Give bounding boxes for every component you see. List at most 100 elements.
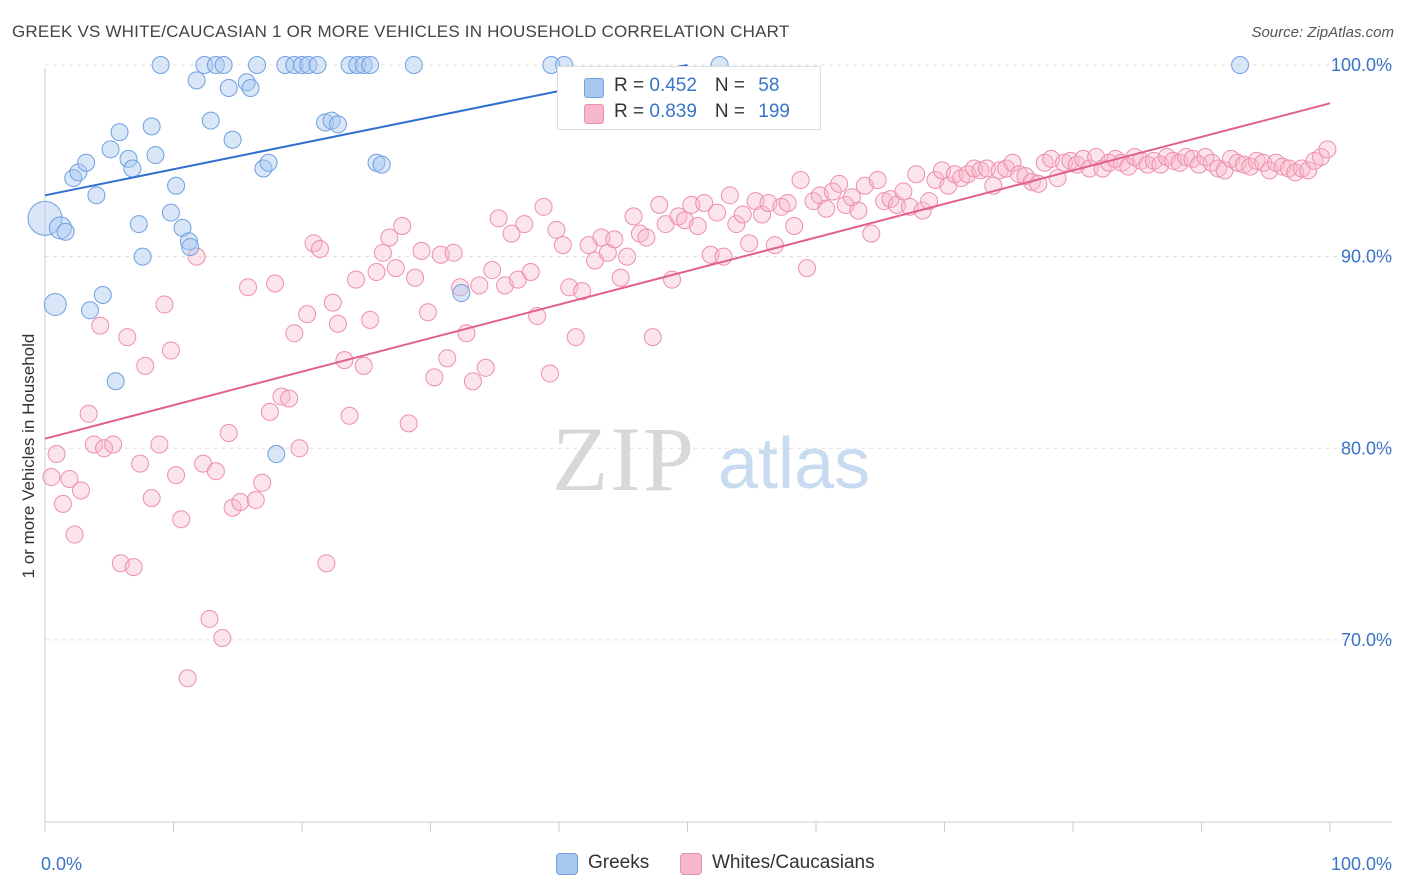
white-point (213, 629, 232, 648)
white-point (643, 328, 662, 347)
y-tick-label: 80.0% (1341, 438, 1392, 458)
white-point (246, 491, 265, 510)
white-point (406, 268, 425, 287)
legend-n-label: N = (714, 75, 751, 96)
white-point (483, 261, 502, 280)
white-point (971, 161, 990, 180)
watermark-zip: ZIP (552, 408, 696, 510)
white-point (380, 228, 399, 247)
chart-source: Source: ZipAtlas.com (1251, 24, 1394, 41)
legend-r-label: R = (614, 101, 650, 122)
white-point (328, 314, 347, 333)
white-point (71, 481, 90, 500)
legend-swatch-whites (584, 104, 604, 124)
white-point (167, 466, 186, 485)
legend-swatch-greeks (584, 78, 604, 98)
white-point (425, 368, 444, 387)
legend-r-value: 0.452 (649, 75, 697, 96)
greek-point (206, 55, 225, 74)
greek-point (340, 55, 359, 74)
white-point (708, 203, 727, 222)
white-point (280, 389, 299, 408)
white-point (637, 228, 656, 247)
white-point (894, 182, 913, 201)
white-point (393, 216, 412, 235)
greek-point (452, 284, 471, 303)
legend-n-value: 58 (758, 75, 780, 96)
greek-point (101, 140, 120, 159)
white-point (340, 406, 359, 425)
white-point (142, 489, 161, 508)
white-point (42, 468, 61, 487)
white-point (798, 259, 817, 278)
greek-point (372, 155, 391, 174)
greek-point (1231, 55, 1250, 74)
white-point (95, 439, 114, 458)
white-point (178, 669, 197, 688)
axes (44, 68, 1392, 832)
greek-point (133, 247, 152, 266)
whites-trend-line (44, 102, 1331, 440)
white-point (317, 554, 336, 573)
white-point (253, 473, 272, 492)
white-point (118, 328, 137, 347)
white-point (239, 278, 258, 297)
white-point (476, 358, 495, 377)
greek-point (64, 169, 83, 188)
greek-point (259, 153, 278, 172)
greek-point (43, 293, 67, 317)
white-point (1247, 151, 1266, 170)
greek-point (119, 149, 138, 168)
greek-point (87, 186, 106, 205)
bottom-legend-label-whites: Whites/Caucasians (712, 852, 875, 873)
tick-labels: 100.0% 90.0% 80.0% 70.0% 0.0% 100.0% (41, 55, 1392, 874)
white-point (367, 262, 386, 281)
white-point (470, 276, 489, 295)
white-point (136, 356, 155, 375)
greek-point (285, 55, 304, 74)
white-point (354, 356, 373, 375)
white-point (566, 328, 585, 347)
greek-point (56, 222, 75, 241)
greek-point (254, 159, 273, 178)
white-point (187, 247, 206, 266)
white-point (733, 205, 752, 224)
white-point (310, 239, 329, 258)
greek-point (93, 285, 112, 304)
white-point (695, 193, 714, 212)
white-point (521, 262, 540, 281)
x-tick-label: 0.0% (41, 854, 82, 874)
white-point (830, 174, 849, 193)
white-point (346, 270, 365, 289)
bottom-legend-swatch-whites (680, 853, 702, 875)
white-point (155, 295, 174, 314)
greek-point (80, 301, 99, 320)
watermark: ZIP atlas (552, 408, 870, 510)
greek-point (293, 55, 311, 74)
white-point (1003, 153, 1022, 172)
greek-point (241, 78, 260, 97)
white-point (650, 195, 669, 214)
watermark-atlas: atlas (718, 424, 870, 504)
greek-point (123, 159, 142, 178)
white-point (172, 510, 191, 529)
white-point (399, 414, 418, 433)
greek-point (27, 200, 63, 236)
white-point (688, 216, 707, 235)
white-point (618, 247, 637, 266)
white-point (1254, 153, 1273, 172)
legend-n-value: 199 (758, 101, 790, 122)
white-point (720, 186, 739, 205)
chart-title: GREEK VS WHITE/CAUCASIAN 1 OR MORE VEHIC… (12, 22, 790, 41)
greek-point (161, 203, 180, 222)
white-point (451, 278, 470, 297)
white-point (418, 303, 437, 322)
white-point (727, 215, 746, 234)
white-point (463, 372, 482, 391)
greek-point (248, 55, 267, 74)
white-point (624, 207, 643, 226)
white-point (150, 435, 169, 454)
white-point (740, 234, 759, 253)
greek-point (77, 153, 96, 172)
greek-point (214, 55, 233, 74)
